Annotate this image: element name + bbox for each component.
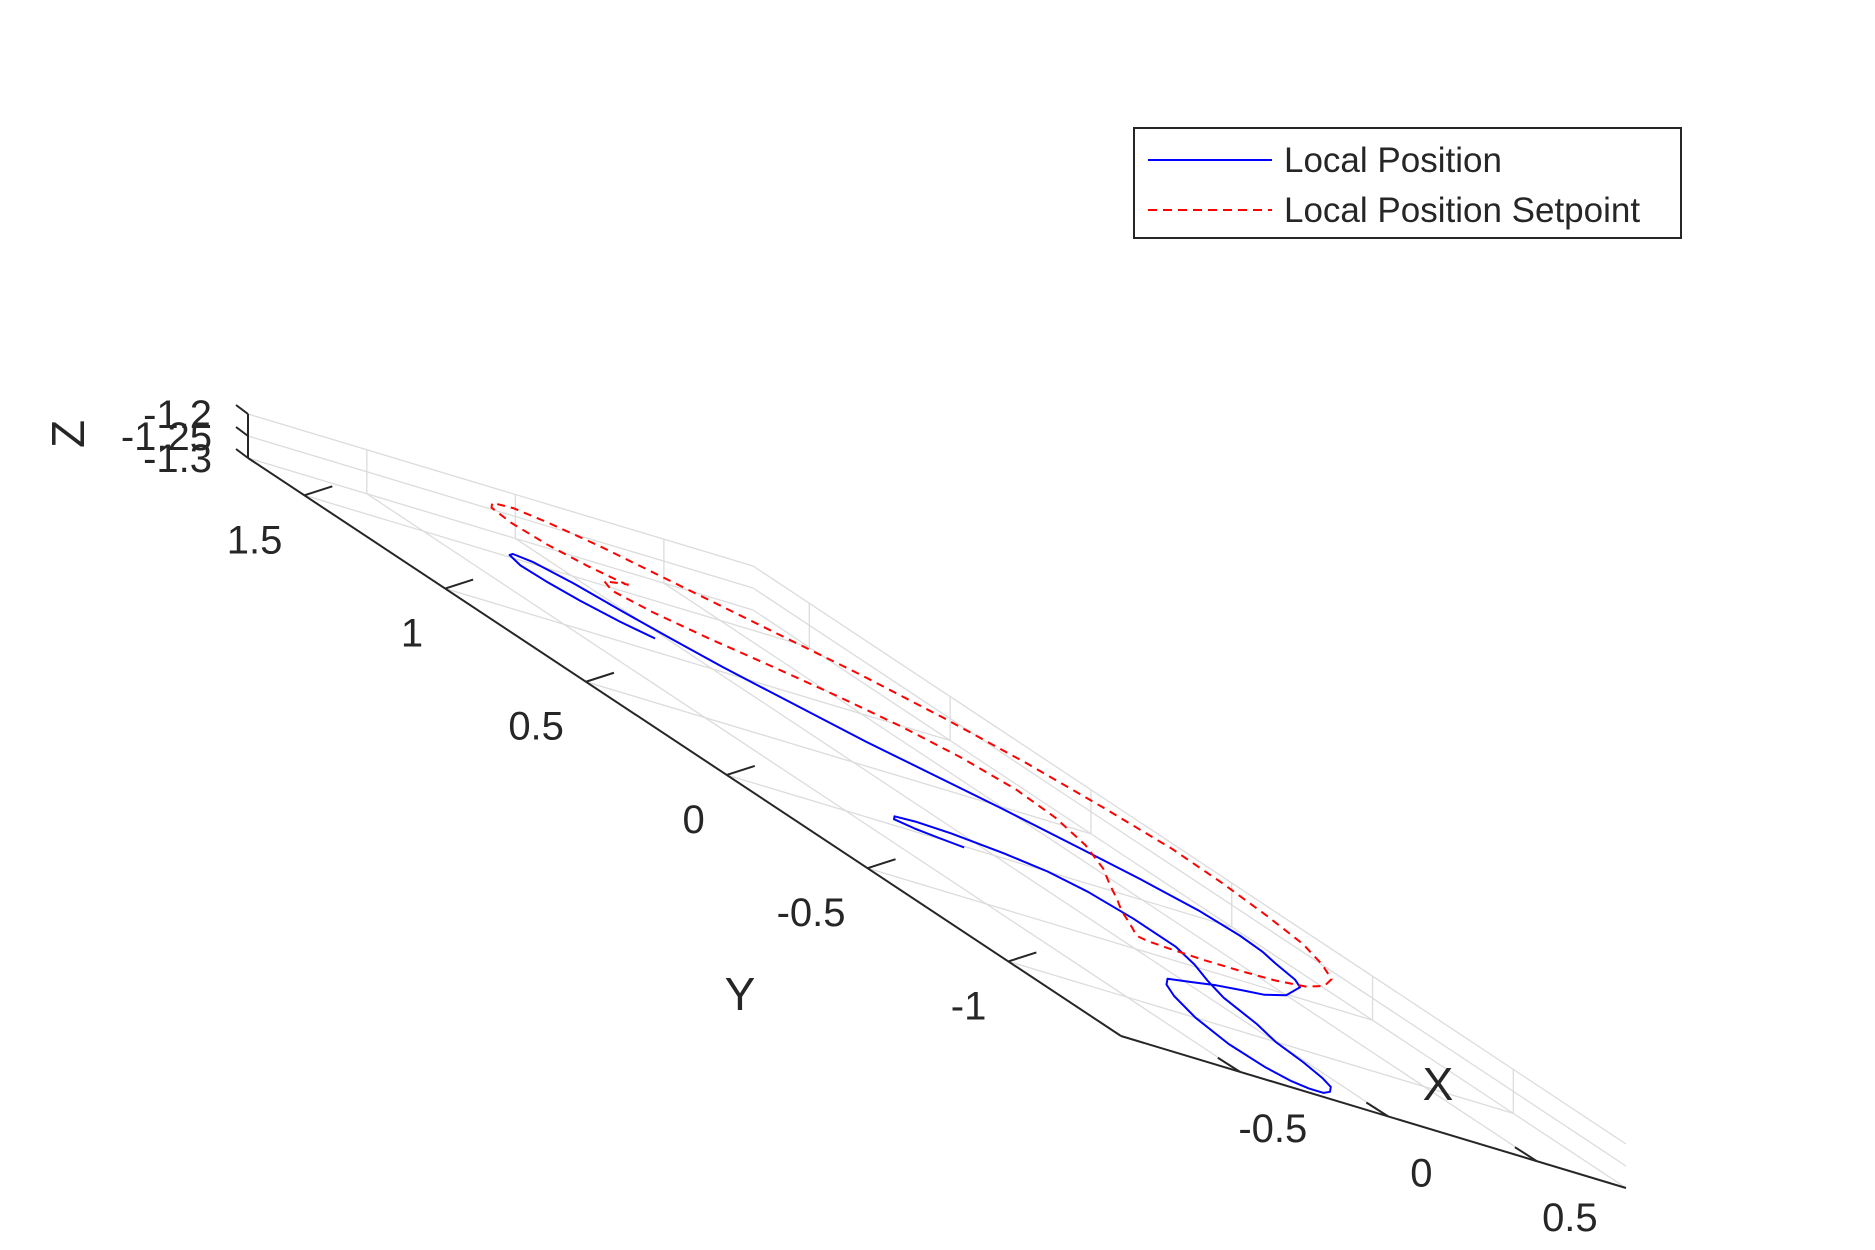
y-tick-label-2: 0 (682, 798, 704, 842)
z-tick-1 (235, 426, 249, 437)
series-line-local-position (508, 553, 1332, 1094)
legend-label-local-position-setpoint: Local Position Setpoint (1284, 191, 1640, 230)
y-tick-label-4: 1 (401, 612, 423, 656)
y-tick-5 (304, 485, 333, 497)
grid-line-y-5 (304, 494, 810, 648)
x-tick-label-2: 0.5 (1542, 1196, 1598, 1240)
y-tick-label-0: -1 (951, 984, 987, 1028)
y-tick-label-1: -0.5 (777, 891, 846, 935)
backwall-grid-z-0 (247, 457, 754, 611)
x-tick-0 (1217, 1056, 1241, 1073)
x-tick-label-0: -0.5 (1238, 1107, 1307, 1151)
y-tick-2 (726, 765, 756, 776)
series-line-local-position-setpoint (490, 501, 1333, 988)
grid-line-x-1 (514, 537, 1389, 1118)
y-tick-3 (585, 671, 615, 683)
legend-label-local-position: Local Position (1284, 141, 1502, 180)
x-tick-2 (1514, 1146, 1538, 1163)
grid-line-y-0 (1008, 960, 1514, 1115)
backwall-grid-z-1 (247, 435, 754, 589)
z-tick-label-1: -1.25 (121, 415, 212, 459)
x-axis-label: X (1423, 1058, 1454, 1110)
y-tick-0 (1008, 951, 1037, 963)
tick-labels: -0.5 0 0.5 -1 -0.5 0 0.5 1 1.5 -1.3-1.25-1.2 (121, 393, 1598, 1240)
x-tick-label-1: 0 (1410, 1151, 1432, 1195)
z-tick-label-2: -1.2 (143, 393, 212, 437)
grid-line-y-4 (444, 587, 951, 742)
legend-box (1133, 127, 1682, 239)
legend: Local Position Local Position Setpoint (1133, 127, 1682, 239)
x-axis-line (1120, 1035, 1627, 1189)
y-tick-4 (444, 578, 474, 590)
y-axis-label: Y (725, 968, 756, 1020)
grid-line-y-3 (585, 681, 1092, 835)
z-tick-2 (235, 404, 249, 415)
plot-series (490, 501, 1333, 1094)
sidewall-grid-z-0 (752, 609, 1627, 1189)
grid-line-x-2 (663, 582, 1538, 1162)
y-tick-label-3: 0.5 (508, 705, 564, 749)
axis-ticks (235, 404, 1538, 1163)
grid-lines (247, 413, 1627, 1189)
grid-line-x-0 (366, 493, 1241, 1073)
grid-line-y-2 (726, 774, 1232, 928)
z-tick-label-0: -1.3 (143, 437, 212, 481)
y-tick-1 (867, 858, 896, 870)
y-tick-label-5: 1.5 (227, 518, 283, 562)
z-tick-0 (235, 448, 249, 459)
sidewall-grid-z-1 (752, 587, 1627, 1167)
backwall-grid-z-2 (247, 413, 754, 567)
z-axis-label: Z (42, 420, 94, 448)
sidewall-grid-z-2 (752, 565, 1627, 1145)
x-tick-1 (1365, 1101, 1389, 1118)
y-axis-line (247, 457, 1122, 1037)
